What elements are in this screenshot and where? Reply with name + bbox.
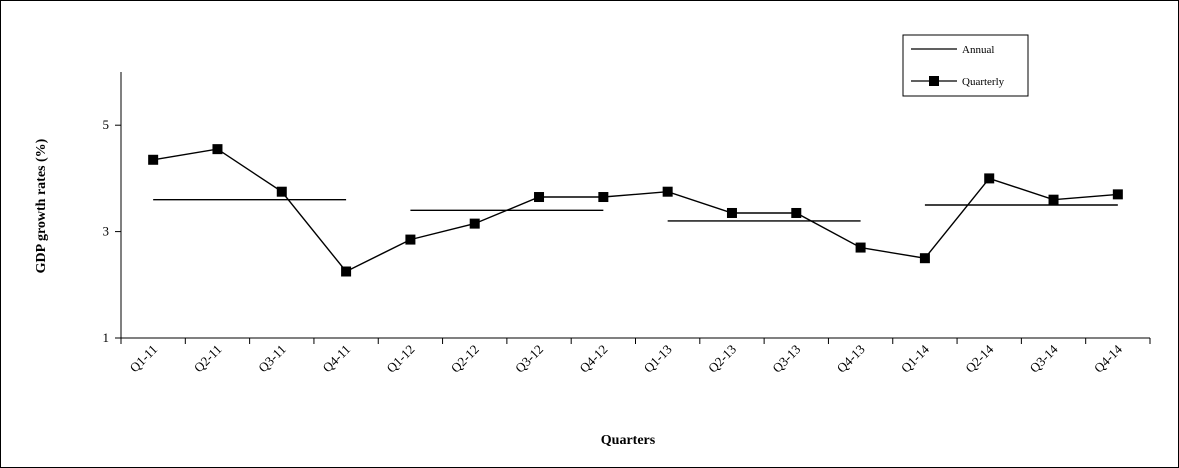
x-tick-label: Q4-11	[319, 342, 353, 376]
x-tick-label: Q3-13	[769, 342, 803, 376]
x-tick-label: Q4-12	[576, 342, 610, 376]
quarterly-series	[148, 144, 1123, 277]
y-tick-label: 1	[103, 330, 110, 345]
quarterly-point	[148, 154, 159, 165]
quarterly-point	[212, 144, 223, 155]
x-tick-label: Q1-11	[127, 342, 161, 376]
quarterly-point	[919, 253, 930, 264]
y-tick-label: 5	[103, 117, 110, 132]
quarterly-point	[984, 173, 995, 184]
quarterly-point	[855, 242, 866, 253]
quarterly-point	[598, 192, 609, 203]
y-tick-label: 3	[103, 224, 110, 239]
quarterly-point	[1048, 194, 1059, 205]
quarterly-point	[1112, 189, 1123, 200]
quarterly-point	[726, 207, 737, 218]
quarterly-point	[405, 234, 416, 245]
x-tick-label: Q4-14	[1091, 341, 1125, 375]
x-tick-label: Q3-12	[512, 342, 546, 376]
x-tick-label: Q1-12	[383, 342, 417, 376]
y-ticks: 1 3 5	[103, 117, 121, 345]
quarterly-line	[153, 148, 1118, 273]
x-tick-label: Q2-11	[191, 342, 225, 376]
x-tick-label: Q4-13	[834, 342, 868, 376]
annual-series	[153, 198, 1118, 222]
x-tick-label: Q3-11	[255, 342, 289, 376]
legend-annual-label: Annual	[962, 44, 994, 56]
x-tick-label: Q2-13	[705, 342, 739, 376]
x-axis-title: Quarters	[601, 433, 656, 448]
x-tick-label: Q1-13	[641, 342, 675, 376]
legend-quarterly-marker	[929, 76, 939, 86]
quarterly-point	[662, 186, 673, 197]
x-tick-label: Q2-12	[448, 342, 482, 376]
x-tick-label: Q3-14	[1027, 341, 1061, 375]
quarterly-point	[341, 266, 352, 277]
y-axis-title: GDP growth rates (%)	[34, 138, 49, 273]
x-tick-label: Q2-14	[962, 341, 996, 375]
x-ticks: Q1-11 Q2-11 Q3-11 Q4-11 Q1-12 Q2-12 Q3-12 Q4-12…	[120, 338, 1151, 376]
quarterly-point	[791, 207, 802, 218]
legend-box	[902, 34, 1029, 97]
legend: Annual Quarterly	[902, 34, 1029, 97]
quarterly-point	[534, 192, 545, 203]
legend-quarterly-label: Quarterly	[962, 76, 1005, 88]
quarterly-point	[276, 186, 287, 197]
quarterly-point	[469, 218, 480, 229]
x-tick-label: Q1-14	[898, 341, 932, 375]
